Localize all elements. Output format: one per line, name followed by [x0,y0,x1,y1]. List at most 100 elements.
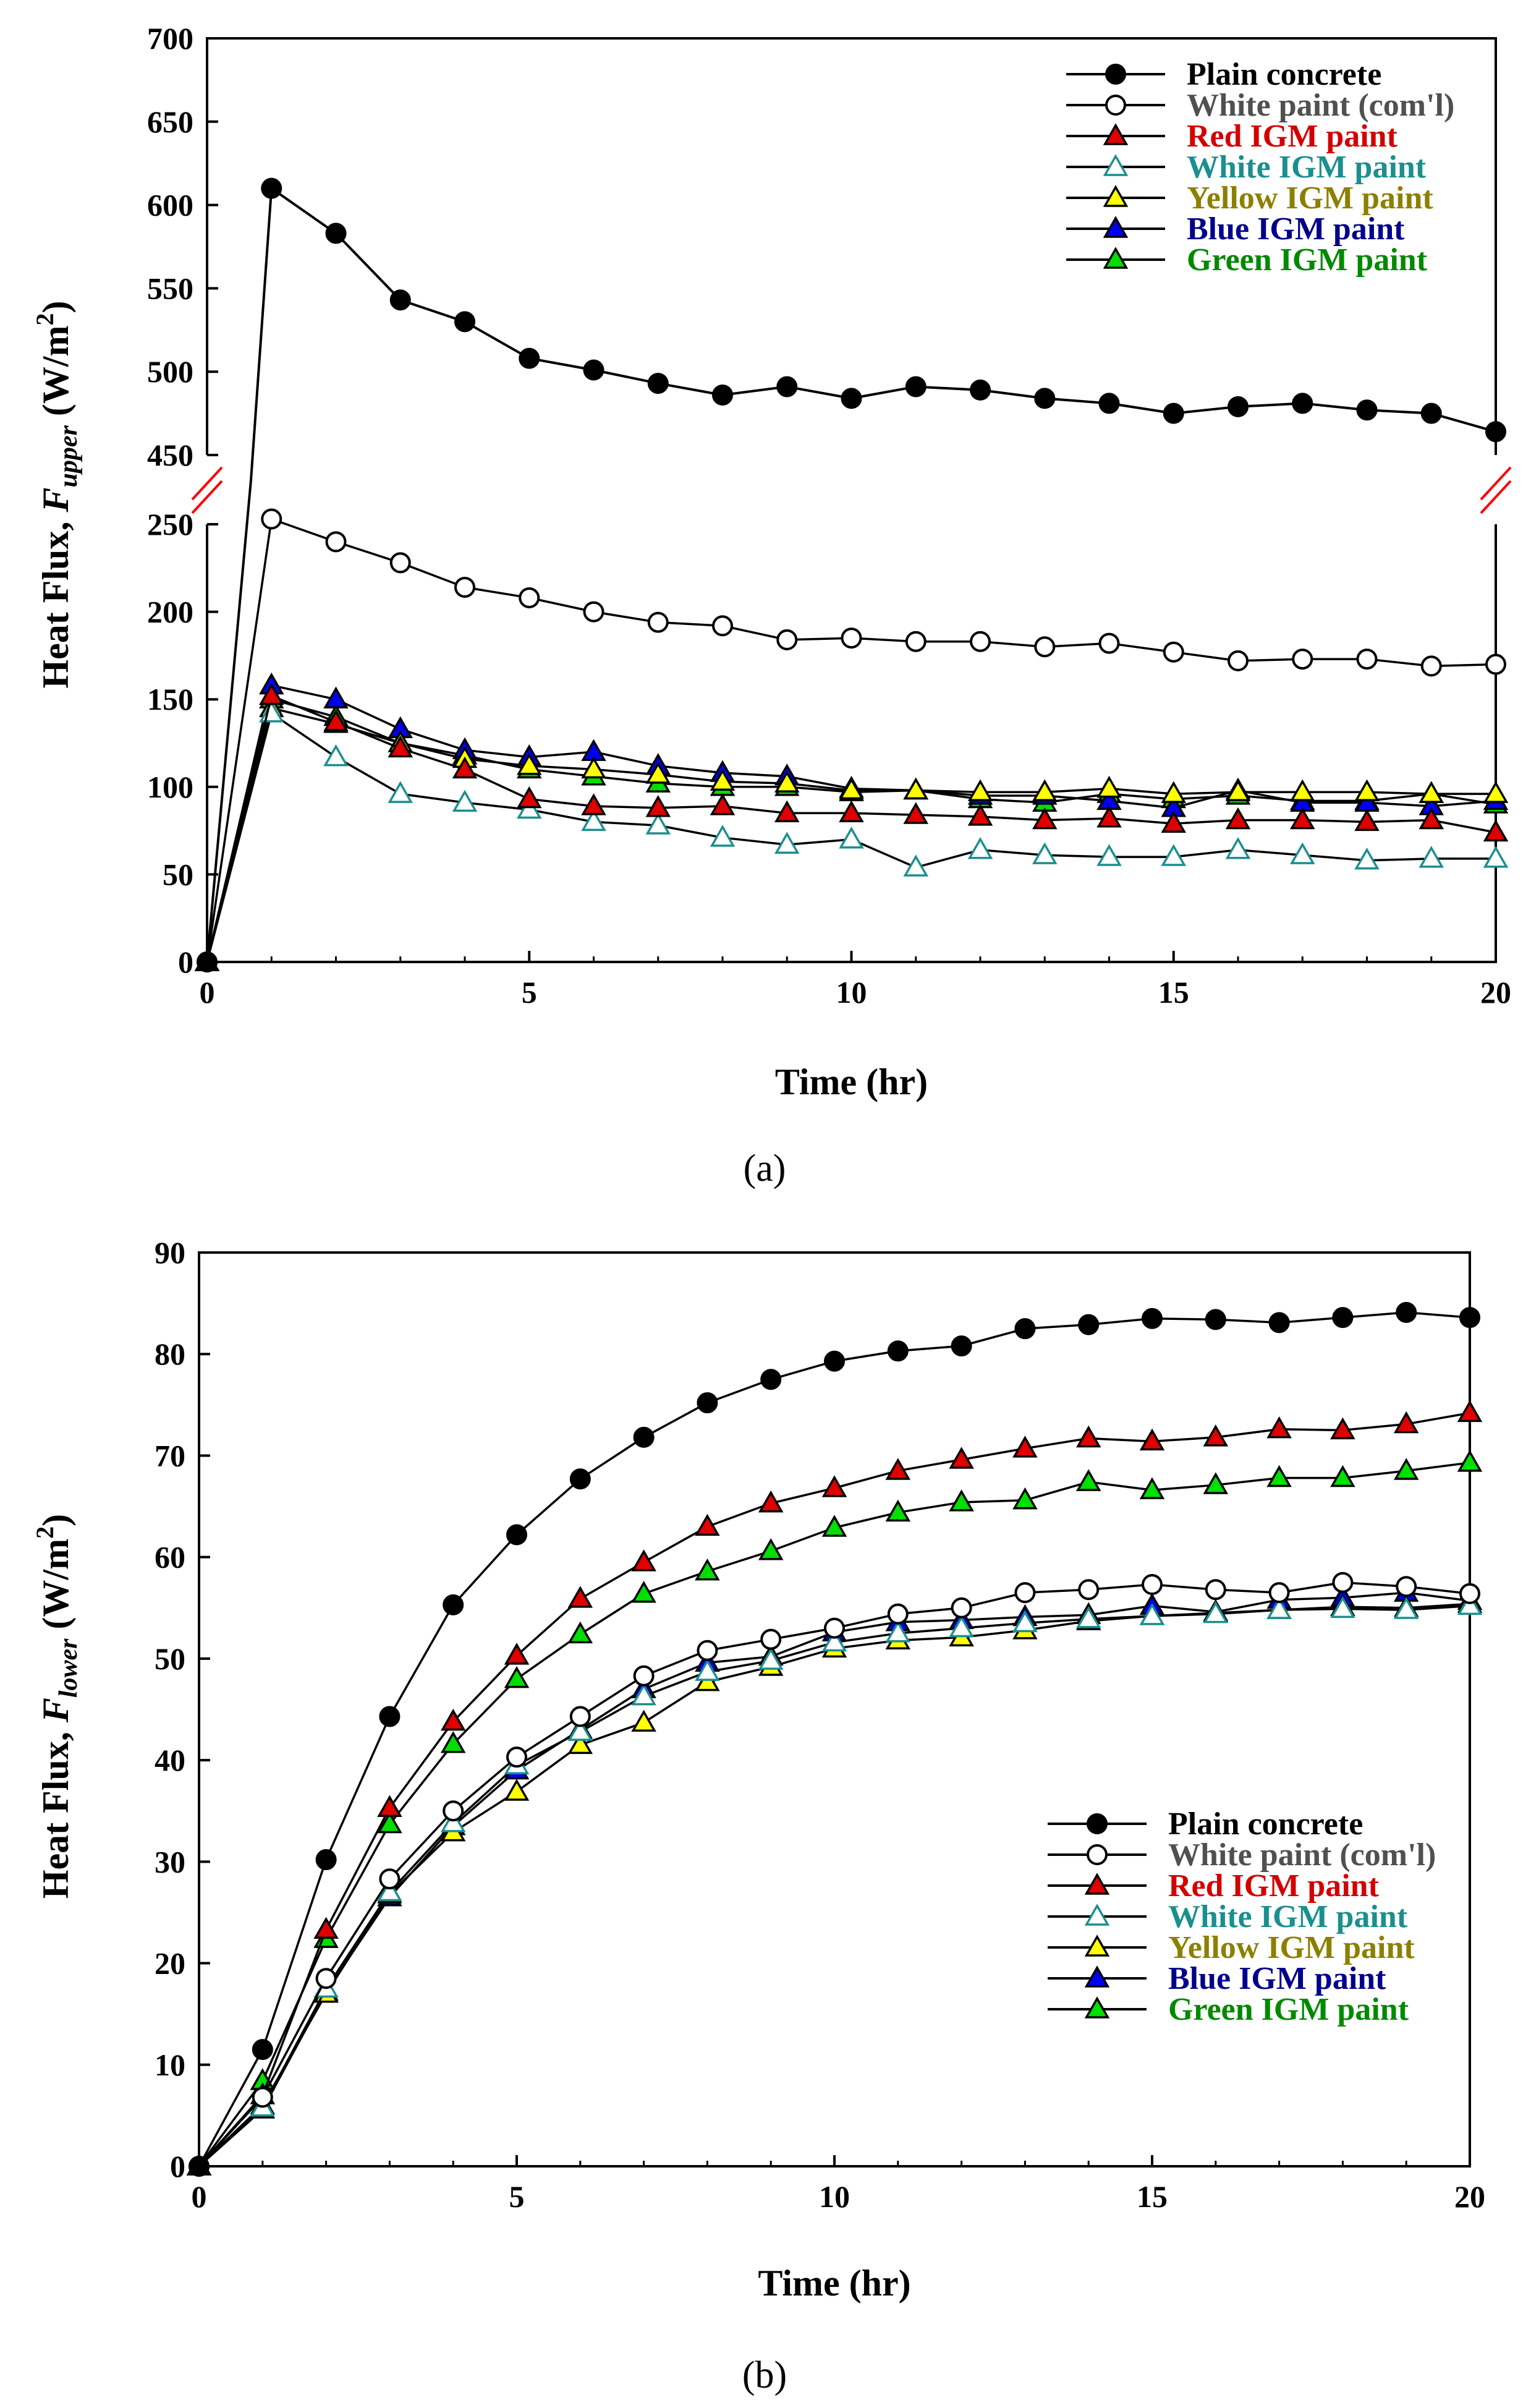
b-ytick-label-30: 30 [155,1844,185,1879]
a-point-yellow-10 [839,777,864,800]
b-point-plain-14 [1078,1314,1100,1335]
b-point-white_igm-20 [1457,1593,1483,1615]
a-ytick-label-lower-50: 50 [163,857,193,891]
a-point-white_igm-2 [323,744,349,767]
a-point-red-20 [1483,819,1509,842]
a-point-plain-15 [1163,402,1184,424]
b-y-axis-title-unit-sup: 2 [31,1526,59,1539]
b-legend-label-white_com: White paint (com'l) [1168,1837,1436,1873]
a-y-axis-title-var: F [35,487,76,513]
b-point-plain-11 [887,1340,909,1362]
a-point-white_igm-17 [1289,842,1315,864]
b-ytick-label-0: 0 [170,2149,185,2184]
a-point-red-10 [839,800,864,822]
a-x-axis-title: Time (hr) [775,1061,928,1102]
a-legend-marker-yellow [1103,185,1129,207]
a-legend-label-white_igm: White IGM paint [1187,150,1427,185]
a-xtick-label-10: 10 [836,975,867,1010]
b-point-green-8 [695,1558,720,1581]
b-point-red-3 [377,1795,402,1817]
a-point-blue-2 [323,686,349,708]
a-ytick-label-upper-600: 600 [147,188,193,223]
b-point-yellow-5 [504,1779,530,1801]
b-x-axis-title: Time (hr) [758,2263,910,2304]
b-point-white_igm-19 [1393,1597,1419,1619]
a-point-white_com-18 [1356,649,1378,670]
a-y-axis-title-unit-close: ) [35,301,76,313]
b-ytick-label-10: 10 [155,2048,185,2082]
a-point-white_igm-13 [1032,842,1058,864]
b-xtick-label-15: 15 [1137,2179,1168,2214]
b-legend-marker-blue [1084,1965,1110,1988]
a-point-white_igm-3 [388,781,413,803]
b-legend-label-plain: Plain concrete [1168,1806,1363,1842]
a-point-white_com-14 [1098,632,1120,654]
b-point-green-5 [504,1666,530,1688]
a-point-red-6 [581,793,606,815]
a-point-white_igm-5 [516,796,542,819]
a-point-yellow-11 [903,777,929,800]
a-legend-marker-plain [1105,64,1126,85]
b-point-red-19 [1393,1411,1419,1434]
a-point-white_com-9 [776,629,798,650]
a-point-red-19 [1419,807,1444,830]
a-break-mark-0-2 [191,480,223,514]
b-ytick-label-90: 90 [155,1235,185,1270]
a-point-red-8 [710,793,736,815]
b-point-plain-17 [1268,1312,1290,1334]
a-point-white_com-11 [905,631,927,652]
a-point-plain-17 [1292,393,1313,414]
a-legend-label-red: Red IGM paint [1187,119,1398,154]
a-point-red-13 [1032,807,1058,830]
b-xtick-label-5: 5 [509,2179,525,2214]
b-legend-label-yellow: Yellow IGM paint [1168,1930,1415,1965]
a-point-plain-9 [776,376,798,398]
a-ytick-label-lower-200: 200 [147,595,193,629]
a-ytick-label-upper-550: 550 [147,271,193,305]
a-point-yellow-13 [1032,779,1058,801]
a-point-white_igm-20 [1483,846,1509,868]
a-point-yellow-18 [1354,779,1380,801]
b-point-green-6 [567,1621,593,1644]
a-point-plain-1 [261,177,282,199]
a-point-yellow-9 [774,770,800,793]
b-point-red-14 [1075,1425,1101,1448]
b-series-green [186,1450,1483,2176]
b-point-plain-4 [443,1594,464,1615]
a-legend-label-plain: Plain concrete [1187,57,1381,92]
a-point-white_igm-8 [710,825,736,847]
b-point-white_com-11 [887,1603,909,1625]
b-point-white_com-2 [315,1968,337,1989]
a-y-axis-title: Heat Flux, Fupper (W/m2) [31,301,83,689]
a-point-white_com-7 [647,611,669,633]
b-point-red-11 [885,1458,911,1480]
b-point-white_igm-15 [1139,1603,1165,1625]
a-point-white_com-10 [841,628,862,649]
b-point-plain-18 [1332,1307,1354,1329]
a-point-plain-12 [970,379,991,401]
b-point-white_igm-7 [631,1683,656,1706]
a-point-plain-6 [583,359,604,381]
b-point-white_com-17 [1268,1582,1290,1604]
a-point-plain-19 [1420,402,1442,424]
a-point-yellow-19 [1419,781,1444,803]
b-y-axis-title-unit: (W/m [35,1539,76,1639]
b-line-plain [198,1311,1470,2167]
b-point-white_com-10 [824,1617,845,1639]
b-point-red-5 [504,1643,530,1665]
b-point-white_com-12 [951,1597,972,1619]
b-point-white_igm-12 [949,1615,974,1638]
a-legend-label-green: Green IGM paint [1187,242,1428,278]
b-ytick-label-80: 80 [155,1337,185,1371]
a-y-axis-title-unit-sup: 2 [31,313,59,325]
b-point-red-13 [1012,1436,1038,1458]
b-point-white_igm-4 [440,1810,466,1832]
a-point-plain-8 [712,384,733,406]
a-legend-label-yellow: Yellow IGM paint [1187,181,1433,216]
b-point-white_igm-3 [377,1879,402,1902]
a-point-white_igm-12 [967,836,993,859]
b-legend-label-red: Red IGM paint [1168,1868,1380,1904]
a-series-plain [197,177,1506,972]
a-point-red-18 [1354,809,1380,832]
